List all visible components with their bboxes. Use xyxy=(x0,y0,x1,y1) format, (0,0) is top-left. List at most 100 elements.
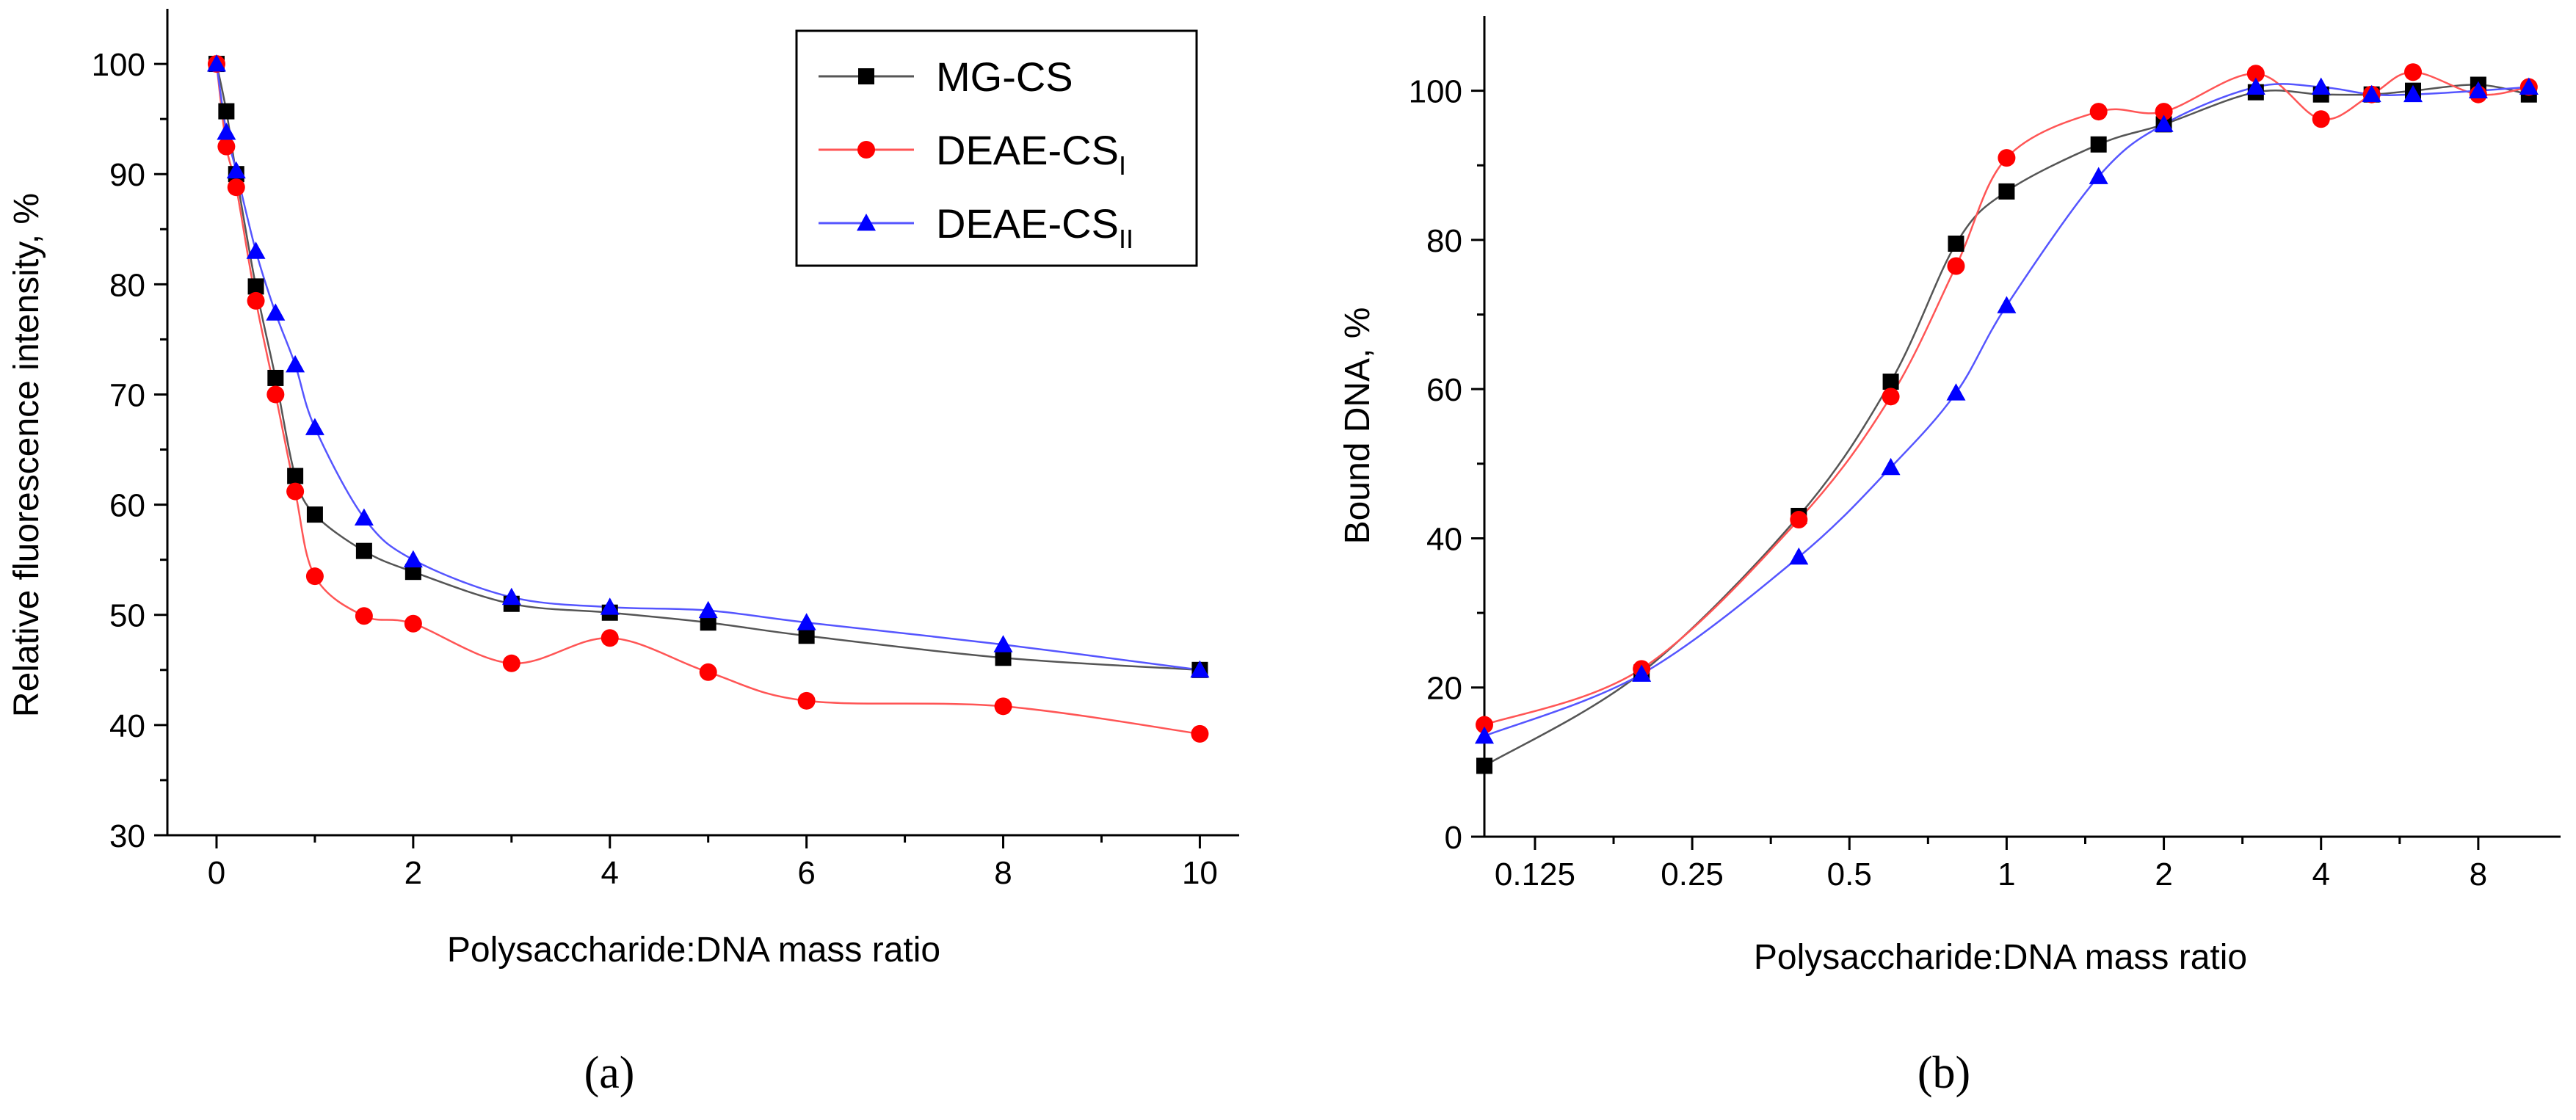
panel-a-y-tick-label: 50 xyxy=(109,598,145,634)
panel-a-series-2-point xyxy=(247,291,265,310)
panel-a-series-3-point xyxy=(206,54,226,72)
panel-b-x-tick-label: 0.5 xyxy=(1827,857,1872,892)
panel-a-series-3-point xyxy=(246,241,266,259)
panel-b-y-tick-label: 0 xyxy=(1445,820,1462,856)
panel-a-series-3-point xyxy=(797,613,816,630)
panel-a-y-tick-label: 90 xyxy=(109,157,145,193)
panel-b-series-2-point xyxy=(2312,110,2330,128)
panel-b-series-line-3 xyxy=(1484,83,2529,737)
panel-b-x-tick-label: 0.125 xyxy=(1495,857,1575,892)
legend-label-3: DEAE-CSII xyxy=(936,200,1133,254)
panel-b-series-2-point xyxy=(2246,65,2265,83)
panel-a-series-2-point xyxy=(217,137,236,156)
panel-a-x-tick-label: 2 xyxy=(404,855,422,891)
panel-b-series-2-point xyxy=(1998,149,2016,167)
panel-b-series-3-point xyxy=(2089,167,2108,184)
panel-b-series-2-point xyxy=(2089,103,2108,121)
panel-a-series-1-point xyxy=(287,468,304,484)
panel-a-series-1-point xyxy=(218,103,235,120)
panel-a-series-2-point xyxy=(601,629,619,647)
legend-marker-2 xyxy=(857,141,875,159)
panel-a-y-tick-label: 80 xyxy=(109,267,145,303)
panel-a-caption: (a) xyxy=(584,1048,635,1098)
panel-a-x-tick-label: 0 xyxy=(208,855,225,891)
panel-b-series-3-point xyxy=(2362,84,2381,103)
panel-a-x-tick-label: 4 xyxy=(601,855,619,891)
panel-b-y-tick-label: 60 xyxy=(1426,372,1462,408)
panel-a-series-1-point xyxy=(247,278,264,295)
panel-a-ticks: 30 40 50 60 70 80 90 100 0 2 4 6 8 10 xyxy=(92,47,1218,891)
panel-a-series-3-point xyxy=(600,597,620,615)
panel-b-y-tick-label: 20 xyxy=(1426,671,1462,707)
panel-a-y-tick-label: 70 xyxy=(109,377,145,413)
panel-a-series-1-point xyxy=(267,369,284,386)
panel-a-series-3-point xyxy=(226,161,246,179)
panel-b-series-2-point xyxy=(2403,63,2422,81)
panel-a-series-3-point xyxy=(305,418,324,435)
panel-a-series-2-point xyxy=(286,482,305,501)
panel-b-series-2-point xyxy=(1476,716,1493,734)
panel-b-x-tick-label: 2 xyxy=(2155,857,2172,892)
panel-a-series-1-point xyxy=(306,506,323,523)
panel-b-x-tick-label: 4 xyxy=(2312,857,2329,892)
panel-b-caption: (b) xyxy=(1918,1048,1970,1098)
panel-a-series-2-point xyxy=(502,654,520,672)
panel-b-y-tick-label: 100 xyxy=(1409,74,1462,110)
panel-b-series-1-point xyxy=(1476,757,1492,774)
panel-b-series-1-point xyxy=(2090,136,2107,153)
panel-a-series-3-point xyxy=(354,508,374,526)
panel-b-series-3-point xyxy=(1475,726,1494,744)
panel-a-x-tick-label: 6 xyxy=(797,855,815,891)
panel-a-series-2-point xyxy=(305,567,324,586)
panel-a-series-3-point xyxy=(403,550,423,568)
panel-a-series-1-point xyxy=(798,628,815,644)
legend-marker-1 xyxy=(858,68,874,84)
panel-a-series-2-point xyxy=(699,663,717,681)
panel-b-series-2-point xyxy=(1947,257,1965,275)
panel-a-series-2-point xyxy=(994,697,1012,716)
panel-b-series-1-point xyxy=(1948,235,1964,252)
panel-a-series-3-point xyxy=(217,123,236,140)
panel-a-series-2-point xyxy=(355,607,373,625)
panel-b-series-3-point xyxy=(2154,114,2174,132)
panel-b-series-3-point xyxy=(1881,457,1901,476)
panel-a-y-tick-label: 100 xyxy=(92,47,145,83)
panel-b-x-axis-label: Polysaccharide:DNA mass ratio xyxy=(1754,938,2247,977)
panel-b-chart: 0 20 40 60 80 100 0.125 0.25 0.5 1 2 4 8 Polysacchar… xyxy=(1338,16,2561,1098)
panel-a-x-tick-label: 8 xyxy=(994,855,1012,891)
panel-b-series-3-point xyxy=(2311,77,2331,95)
panel-a-series-2-point xyxy=(266,385,285,404)
panel-b-series-3-point xyxy=(2246,77,2265,95)
panel-a-series-1-point xyxy=(700,614,716,631)
panel-b-series-2-point xyxy=(1882,388,1900,406)
panel-b-x-tick-label: 0.25 xyxy=(1661,857,1724,892)
panel-b-series-1-point xyxy=(1998,183,2015,200)
panel-a-y-tick-label: 60 xyxy=(109,488,145,524)
panel-a-chart: 30 40 50 60 70 80 90 100 0 2 4 6 8 10 MG-CS DEAE-CSI DE… xyxy=(7,9,1239,1098)
panel-b-y-tick-label: 40 xyxy=(1426,521,1462,557)
panel-b-series-line-1 xyxy=(1484,84,2530,767)
legend-label-1: MG-CS xyxy=(936,54,1073,100)
panel-a-y-tick-label: 40 xyxy=(109,708,145,744)
panel-b-series-2-point xyxy=(1790,511,1808,529)
panel-a-series-group xyxy=(206,54,1210,743)
panel-b-y-tick-label: 80 xyxy=(1426,223,1462,259)
panel-b-x-tick-label: 1 xyxy=(1998,857,2015,892)
panel-a-series-3-point xyxy=(1190,660,1210,678)
panel-a-y-tick-label: 30 xyxy=(109,818,145,854)
panel-a-legend: MG-CS DEAE-CSI DEAE-CSII xyxy=(795,29,1198,267)
panel-a-series-line-1 xyxy=(215,63,1200,672)
panel-a-x-tick-label: 10 xyxy=(1182,855,1218,891)
panel-a-axes xyxy=(166,9,1239,837)
panel-b-series-group xyxy=(1475,63,2539,774)
panel-a-series-1-point xyxy=(995,650,1012,666)
legend-marker-3 xyxy=(857,214,876,231)
panel-a-series-3-point xyxy=(698,600,718,619)
panel-a-series-3-point xyxy=(993,635,1013,652)
panel-a-series-2-point xyxy=(1191,724,1209,743)
panel-a-x-axis-label: Polysaccharide:DNA mass ratio xyxy=(447,931,940,970)
panel-b-series-3-point xyxy=(2468,81,2488,99)
panel-a-series-1-point xyxy=(404,564,421,581)
panel-b-series-3-point xyxy=(2519,77,2539,95)
